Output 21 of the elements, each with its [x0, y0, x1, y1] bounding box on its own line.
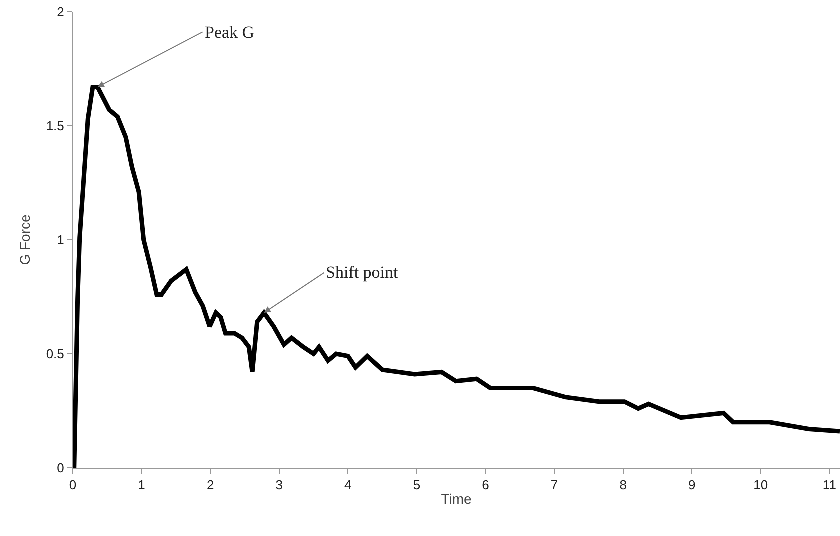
x-tick-label: 7 — [550, 478, 558, 493]
x-tick-label: 11 — [822, 478, 836, 493]
x-tick-label: 0 — [69, 478, 77, 493]
x-tick-label: 6 — [482, 478, 490, 493]
y-tick-label: 0 — [57, 460, 64, 476]
y-tick-label: 1 — [57, 232, 64, 248]
annotation: Shift point — [326, 263, 399, 282]
annotation: Peak G — [205, 23, 255, 42]
x-tick-label: 3 — [276, 478, 283, 493]
y-axis-title: G Force — [16, 214, 33, 266]
y-tick-label: 2 — [57, 4, 64, 20]
x-tick-label: 8 — [620, 478, 627, 493]
x-axis-title: Time — [441, 490, 472, 507]
x-tick-label: 4 — [344, 478, 352, 493]
x-tick-label: 5 — [413, 478, 421, 493]
x-tick-label: 10 — [754, 478, 768, 493]
x-tick-label: 1 — [138, 478, 146, 493]
x-tick-label: 9 — [688, 478, 696, 493]
y-tick-label: 1.5 — [46, 118, 64, 134]
y-tick-label: 0.5 — [46, 346, 64, 362]
x-tick-label: 2 — [206, 478, 214, 493]
